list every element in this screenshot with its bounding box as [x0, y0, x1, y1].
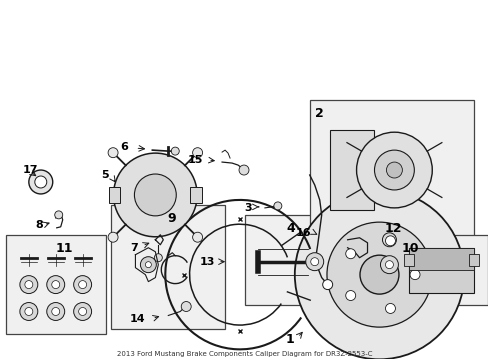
Circle shape: [273, 202, 281, 210]
Circle shape: [47, 276, 64, 293]
Circle shape: [374, 150, 413, 190]
Circle shape: [239, 165, 248, 175]
Text: 9: 9: [167, 212, 176, 225]
Circle shape: [140, 257, 156, 273]
Circle shape: [25, 280, 33, 289]
Circle shape: [108, 148, 118, 158]
Circle shape: [310, 258, 318, 266]
Circle shape: [52, 280, 60, 289]
Text: 6: 6: [121, 142, 128, 152]
Circle shape: [74, 276, 91, 293]
Bar: [309, 100, 473, 240]
Circle shape: [145, 262, 151, 268]
Circle shape: [171, 147, 179, 155]
Text: 2: 2: [314, 107, 323, 120]
Circle shape: [154, 254, 162, 262]
Circle shape: [25, 307, 33, 315]
Circle shape: [47, 302, 64, 320]
Circle shape: [409, 270, 419, 280]
Text: 3: 3: [244, 203, 251, 213]
Bar: [408, 248, 473, 270]
Text: 5: 5: [101, 170, 108, 180]
Circle shape: [79, 307, 86, 315]
Circle shape: [108, 232, 118, 242]
Text: 2013 Ford Mustang Brake Components Caliper Diagram for DR3Z-2553-C: 2013 Ford Mustang Brake Components Calip…: [117, 351, 371, 357]
Circle shape: [192, 232, 202, 242]
Text: 10: 10: [401, 242, 418, 255]
Circle shape: [192, 148, 202, 158]
Circle shape: [305, 253, 323, 271]
Text: 7: 7: [130, 243, 138, 253]
Circle shape: [181, 302, 191, 311]
Bar: [334, 215, 433, 305]
Bar: [244, 215, 329, 305]
Text: 13: 13: [199, 257, 215, 267]
Text: 14: 14: [129, 314, 145, 324]
Circle shape: [385, 261, 393, 269]
Bar: [468, 254, 478, 266]
Circle shape: [113, 153, 197, 237]
Bar: [108, 187, 120, 203]
Circle shape: [345, 249, 355, 259]
Circle shape: [382, 233, 396, 247]
Circle shape: [20, 276, 38, 293]
Circle shape: [359, 255, 398, 294]
Bar: [399, 235, 487, 305]
Circle shape: [20, 302, 38, 320]
Circle shape: [386, 162, 402, 178]
Circle shape: [385, 236, 395, 246]
Text: 4: 4: [286, 222, 295, 235]
Circle shape: [79, 280, 86, 289]
Circle shape: [356, 132, 431, 208]
Circle shape: [380, 256, 398, 274]
Circle shape: [134, 174, 176, 216]
Text: 11: 11: [56, 242, 73, 255]
Text: 1: 1: [285, 333, 294, 346]
Circle shape: [52, 307, 60, 315]
Bar: [404, 254, 413, 266]
Bar: [110, 205, 224, 329]
Circle shape: [326, 222, 431, 327]
Text: 17: 17: [23, 165, 38, 175]
Circle shape: [29, 170, 53, 194]
Bar: [190, 187, 202, 203]
Text: 15: 15: [187, 155, 203, 165]
Circle shape: [322, 280, 332, 289]
Circle shape: [55, 211, 62, 219]
Text: 12: 12: [384, 222, 401, 235]
Bar: [408, 248, 473, 293]
Circle shape: [385, 303, 395, 314]
Bar: [6, 235, 105, 334]
Text: 8: 8: [36, 220, 43, 230]
Circle shape: [345, 291, 355, 301]
Text: 16: 16: [296, 228, 311, 238]
Circle shape: [74, 302, 91, 320]
Circle shape: [294, 190, 463, 359]
Circle shape: [35, 176, 47, 188]
Bar: [329, 130, 374, 210]
